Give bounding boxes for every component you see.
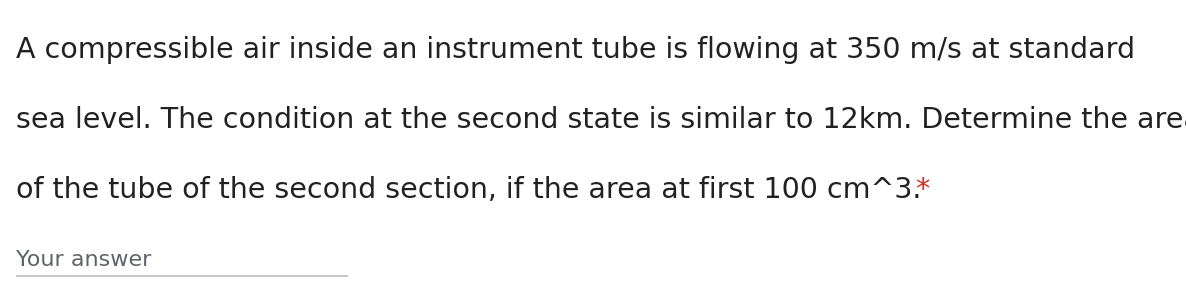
Text: *: * (916, 176, 930, 204)
Text: Your answer: Your answer (17, 250, 152, 270)
Text: of the tube of the second section, if the area at first 100 cm^3.: of the tube of the second section, if th… (17, 176, 931, 204)
Text: A compressible air inside an instrument tube is flowing at 350 m/s at standard: A compressible air inside an instrument … (17, 36, 1135, 64)
Text: sea level. The condition at the second state is similar to 12km. Determine the a: sea level. The condition at the second s… (17, 106, 1186, 134)
